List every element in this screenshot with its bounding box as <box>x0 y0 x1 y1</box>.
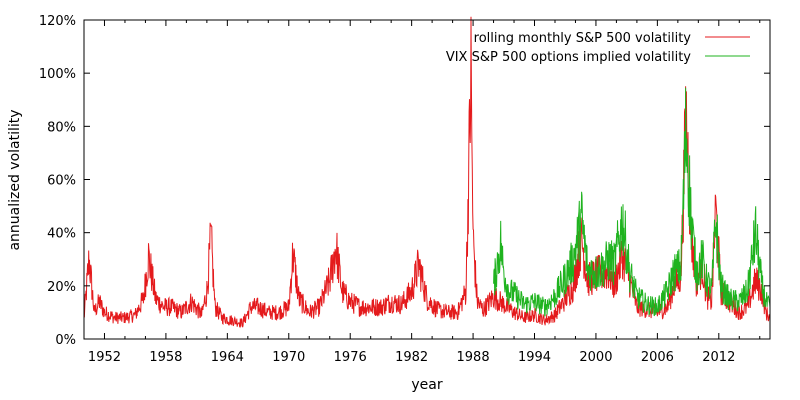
x-tick-label: 1970 <box>272 350 305 365</box>
x-axis-title: year <box>411 377 442 393</box>
x-tick-label: 1958 <box>149 350 182 365</box>
y-axis-title: annualized volatility <box>7 109 23 250</box>
x-tick-label: 2006 <box>641 350 674 365</box>
y-tick-label: 40% <box>47 227 76 242</box>
x-tick-label: 1994 <box>518 350 551 365</box>
series-line-vix-implied <box>493 87 771 317</box>
y-tick-label: 20% <box>47 280 76 295</box>
y-tick-label: 100% <box>39 67 76 82</box>
x-tick-label: 2012 <box>702 350 735 365</box>
series-layer <box>83 16 771 329</box>
x-tick-label: 1952 <box>88 350 121 365</box>
legend-label: rolling monthly S&P 500 volatility <box>474 31 692 46</box>
x-tick-label: 2000 <box>579 350 612 365</box>
y-tick-label: 0% <box>55 333 76 348</box>
x-tick-label: 1988 <box>457 350 490 365</box>
x-tick-label: 1982 <box>395 350 428 365</box>
x-axis: 1952 1958 1964 1970 1976 1982 1988 1994 2000 2006… <box>83 20 761 365</box>
y-tick-label: 120% <box>39 14 76 29</box>
legend-label: VIX S&P 500 options implied volatility <box>446 50 691 65</box>
y-tick-label: 80% <box>47 120 76 135</box>
legend: rolling monthly S&P 500 volatility VIX S&… <box>446 31 750 65</box>
y-axis: 0% 20% 40% 60% 80% 100% 120% <box>39 14 770 348</box>
x-tick-label: 1976 <box>334 350 367 365</box>
y-tick-label: 60% <box>47 174 76 189</box>
x-tick-label: 1964 <box>211 350 244 365</box>
